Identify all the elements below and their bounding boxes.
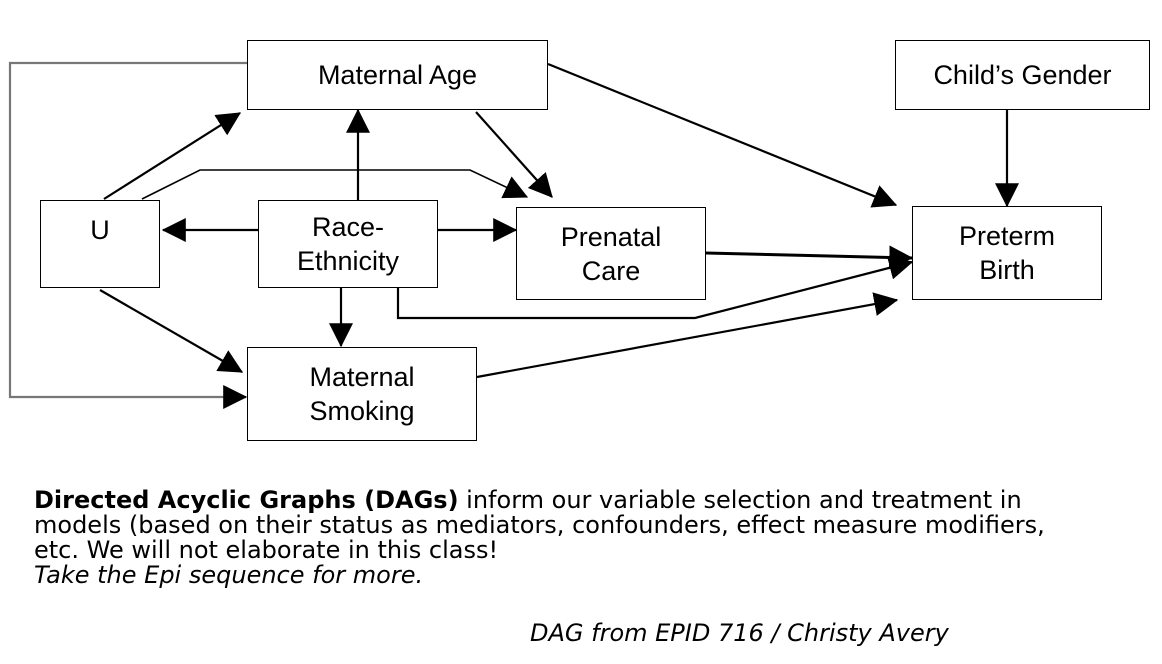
edge-maternal-age-to-preterm-birth (547, 62, 898, 208)
edge-race-to-preterm-birth (396, 256, 914, 320)
edge-prenatal-care-to-preterm-birth (705, 245, 914, 270)
node-label: Child’s Gender (933, 60, 1112, 90)
edge-maternal-age-to-maternal-smoking (8, 61, 248, 409)
dag-diagram (8, 61, 1019, 409)
caption-bold: Directed Acyclic Graphs (DAGs) (34, 486, 459, 514)
node-race-ethnicity: Race- Ethnicity (258, 200, 438, 288)
edge-u-to-maternal-smoking (99, 289, 244, 373)
node-label: Preterm Birth (958, 221, 1056, 285)
caption-body: inform our variable selection and treatm… (34, 486, 1045, 564)
edge-u-to-maternal-age (103, 112, 242, 200)
caption-italic: Take the Epi sequence for more. (34, 561, 424, 589)
credit: DAG from EPID 716 / Christy Avery (530, 619, 949, 647)
node-preterm-birth: Preterm Birth (912, 206, 1102, 300)
node-label: Maternal Smoking (309, 362, 415, 426)
node-prenatal-care: Prenatal Care (516, 207, 706, 300)
node-label: Prenatal Care (560, 221, 662, 286)
edge-maternal-smoking-to-preterm-birth (476, 292, 899, 379)
node-childs-gender: Child’s Gender (895, 40, 1150, 110)
caption: Directed Acyclic Graphs (DAGs) inform ou… (34, 488, 1054, 588)
edge-u-to-prenatal-care (141, 169, 529, 200)
node-label: Maternal Age (317, 60, 478, 90)
node-label: Race- Ethnicity (296, 212, 400, 276)
node-label: U (90, 215, 110, 245)
node-u: U (40, 200, 160, 288)
edge-maternal-age-to-prenatal-care (475, 111, 553, 198)
node-maternal-age: Maternal Age (247, 40, 548, 110)
node-maternal-smoking: Maternal Smoking (247, 347, 477, 441)
